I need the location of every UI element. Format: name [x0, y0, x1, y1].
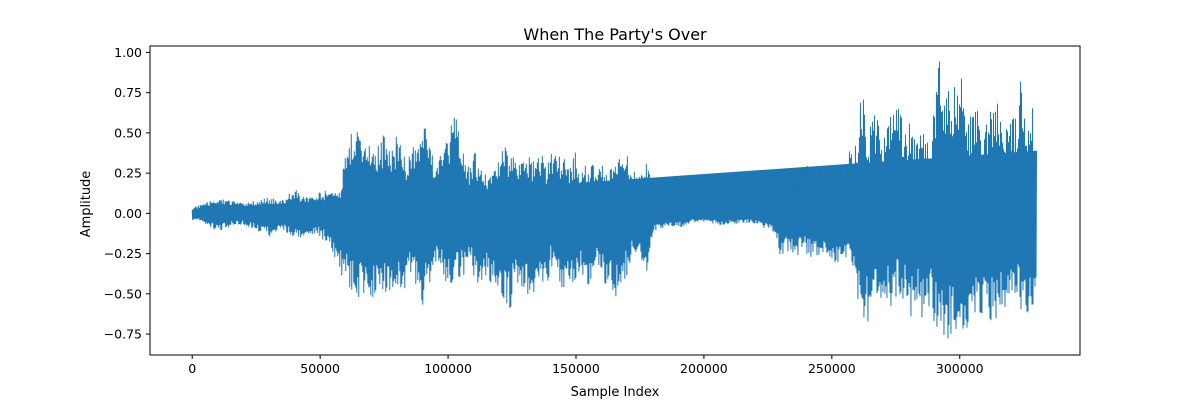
x-tick-label: 50000 [300, 361, 340, 376]
x-tick-label: 0 [188, 361, 196, 376]
y-tick-label: 0.50 [114, 125, 142, 140]
x-tick-label: 300000 [936, 361, 984, 376]
x-axis-ticks: 0 50000 100000 150000 200000 250000 300000 [188, 355, 984, 376]
y-axis-label: Amplitude [79, 171, 94, 238]
plot-area [191, 61, 1038, 339]
y-tick-label: −0.75 [104, 327, 142, 342]
x-tick-label: 150000 [552, 361, 600, 376]
y-axis-ticks: −0.75 −0.50 −0.25 0.00 0.25 0.50 0.75 1.00 [104, 45, 150, 342]
y-tick-label: 0.00 [114, 206, 142, 221]
x-tick-label: 200000 [680, 361, 728, 376]
y-tick-label: 0.75 [114, 85, 142, 100]
y-tick-label: 1.00 [114, 45, 142, 60]
plot-frame [149, 45, 1081, 356]
x-tick-label: 100000 [424, 361, 472, 376]
y-tick-label: 0.25 [114, 166, 142, 181]
y-tick-label: −0.25 [104, 246, 142, 261]
y-tick-label: −0.50 [104, 286, 142, 301]
x-tick-label: 250000 [808, 361, 856, 376]
waveform-series [191, 61, 1038, 339]
chart-title: When The Party's Over [523, 25, 707, 44]
x-axis-label: Sample Index [571, 385, 660, 400]
